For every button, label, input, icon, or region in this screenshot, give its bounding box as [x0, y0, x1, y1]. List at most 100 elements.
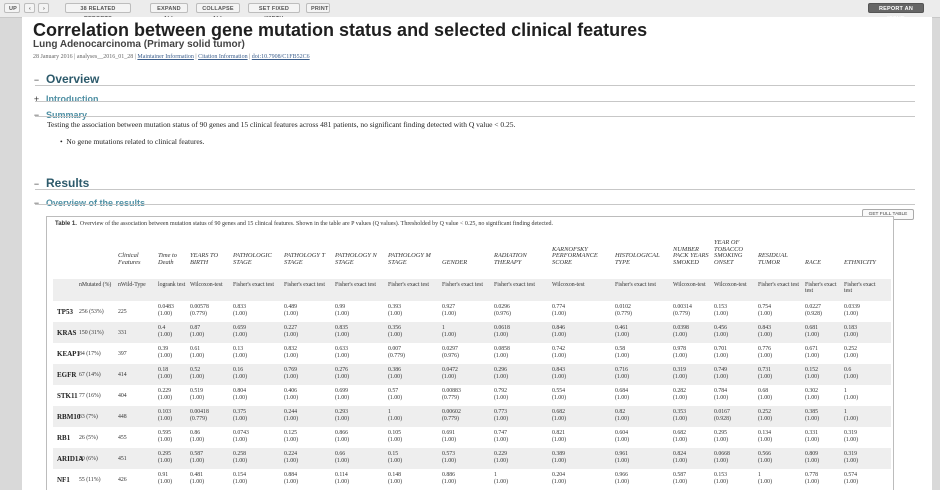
p-value[interactable]: 0.604: [615, 430, 629, 436]
gene-name[interactable]: KRAS: [57, 329, 77, 337]
p-value[interactable]: 0.843: [552, 367, 566, 373]
p-value[interactable]: 0.319: [844, 451, 858, 457]
p-value[interactable]: 0.832: [284, 346, 298, 352]
gene-name[interactable]: RBM10: [57, 413, 81, 421]
p-value[interactable]: 0.295: [714, 430, 728, 436]
p-value[interactable]: 0.66: [335, 451, 346, 457]
p-value[interactable]: 0.587: [673, 472, 687, 478]
p-value[interactable]: 0.886: [442, 472, 456, 478]
p-value[interactable]: 1: [844, 409, 847, 415]
collapse-icon[interactable]: −: [33, 110, 40, 120]
p-value[interactable]: 0.295: [158, 451, 172, 457]
p-value[interactable]: 0.0167: [714, 409, 730, 415]
p-value[interactable]: 0.15: [388, 451, 399, 457]
p-value[interactable]: 0.587: [190, 451, 204, 457]
p-value[interactable]: 0.16: [233, 367, 244, 373]
p-value[interactable]: 0.375: [233, 409, 247, 415]
p-value[interactable]: 0.229: [494, 451, 508, 457]
p-value[interactable]: 1: [758, 472, 761, 478]
p-value[interactable]: 0.319: [844, 430, 858, 436]
p-value[interactable]: 0.481: [190, 472, 204, 478]
p-value[interactable]: 0.0472: [442, 367, 458, 373]
p-value[interactable]: 0.773: [494, 409, 508, 415]
p-value[interactable]: 0.778: [805, 472, 819, 478]
section-summary[interactable]: − Summary: [33, 105, 87, 123]
p-value[interactable]: 0.91: [158, 472, 169, 478]
p-value[interactable]: 0.125: [284, 430, 298, 436]
p-value[interactable]: 0.00418: [190, 409, 209, 415]
p-value[interactable]: 0.884: [284, 472, 298, 478]
p-value[interactable]: 0.00578: [190, 304, 209, 310]
section-overview-results[interactable]: − Overview of the results: [33, 193, 145, 211]
p-value[interactable]: 1: [844, 388, 847, 394]
p-value[interactable]: 0.461: [615, 325, 629, 331]
p-value[interactable]: 0.681: [805, 325, 819, 331]
p-value[interactable]: 0.866: [335, 430, 349, 436]
p-value[interactable]: 0.114: [335, 472, 348, 478]
p-value[interactable]: 0.296: [494, 367, 508, 373]
doi-link[interactable]: doi:10.7908/C1FB52C6: [251, 54, 310, 60]
gene-name[interactable]: ARID1A: [57, 455, 84, 463]
p-value[interactable]: 0.574: [844, 472, 858, 478]
p-value[interactable]: 0.566: [758, 451, 772, 457]
set-fixed-width-button[interactable]: SET FIXED WIDTH: [248, 3, 300, 22]
p-value[interactable]: 0.0483: [158, 304, 174, 310]
citation-link[interactable]: Citation Information: [198, 54, 248, 60]
p-value[interactable]: 0.742: [552, 346, 566, 352]
p-value[interactable]: 0.835: [335, 325, 349, 331]
p-value[interactable]: 0.282: [673, 388, 687, 394]
p-value[interactable]: 0.406: [284, 388, 298, 394]
p-value[interactable]: 0.52: [190, 367, 201, 373]
p-value[interactable]: 0.82: [615, 409, 626, 415]
p-value[interactable]: 0.754: [758, 304, 772, 310]
p-value[interactable]: 0.153: [714, 472, 728, 478]
p-value[interactable]: 0.148: [388, 472, 402, 478]
gene-name[interactable]: STK11: [57, 392, 78, 400]
gene-name[interactable]: TP53: [57, 308, 73, 316]
expand-icon[interactable]: +: [33, 94, 40, 104]
p-value[interactable]: 0.749: [714, 367, 728, 373]
p-value[interactable]: 0.833: [233, 304, 247, 310]
p-value[interactable]: 0.61: [190, 346, 201, 352]
collapse-all-button[interactable]: COLLAPSE ALL: [196, 3, 240, 22]
p-value[interactable]: 0.105: [388, 430, 402, 436]
p-value[interactable]: 0.927: [442, 304, 456, 310]
p-value[interactable]: 0.701: [714, 346, 728, 352]
collapse-icon[interactable]: −: [33, 198, 40, 208]
p-value[interactable]: 0.57: [388, 388, 399, 394]
p-value[interactable]: 0.18: [158, 367, 169, 373]
print-button[interactable]: PRINT: [306, 3, 330, 13]
p-value[interactable]: 0.809: [805, 451, 819, 457]
gene-name[interactable]: RB1: [57, 434, 71, 442]
related-reports-button[interactable]: 38 RELATED REPORTS: [65, 3, 131, 22]
p-value[interactable]: 0.659: [233, 325, 247, 331]
p-value[interactable]: 0.227: [284, 325, 298, 331]
up-button[interactable]: UP: [4, 3, 20, 13]
p-value[interactable]: 0.684: [615, 388, 629, 394]
p-value[interactable]: 0.595: [158, 430, 172, 436]
p-value[interactable]: 0.0102: [615, 304, 631, 310]
p-value[interactable]: 0.691: [442, 430, 456, 436]
p-value[interactable]: 0.39: [158, 346, 169, 352]
p-value[interactable]: 0.776: [758, 346, 772, 352]
p-value[interactable]: 0.6: [844, 367, 852, 373]
p-value[interactable]: 0.224: [284, 451, 298, 457]
p-value[interactable]: 0.007: [388, 346, 402, 352]
p-value[interactable]: 0.385: [805, 409, 819, 415]
p-value[interactable]: 0.134: [758, 430, 772, 436]
p-value[interactable]: 0.356: [388, 325, 402, 331]
p-value[interactable]: 0.87: [190, 325, 201, 331]
report-issue-button[interactable]: REPORT AN ISSUE: [868, 3, 924, 22]
p-value[interactable]: 1: [442, 325, 445, 331]
p-value[interactable]: 0.00602: [442, 409, 461, 415]
p-value[interactable]: 0.99: [335, 304, 346, 310]
p-value[interactable]: 0.331: [805, 430, 819, 436]
p-value[interactable]: 0.682: [673, 430, 687, 436]
p-value[interactable]: 0.978: [673, 346, 687, 352]
p-value[interactable]: 0.152: [805, 367, 819, 373]
p-value[interactable]: 0.961: [615, 451, 629, 457]
p-value[interactable]: 0.716: [615, 367, 629, 373]
p-value[interactable]: 0.389: [552, 451, 566, 457]
p-value[interactable]: 0.229: [158, 388, 172, 394]
maintainer-link[interactable]: Maintainer Information: [137, 54, 194, 60]
